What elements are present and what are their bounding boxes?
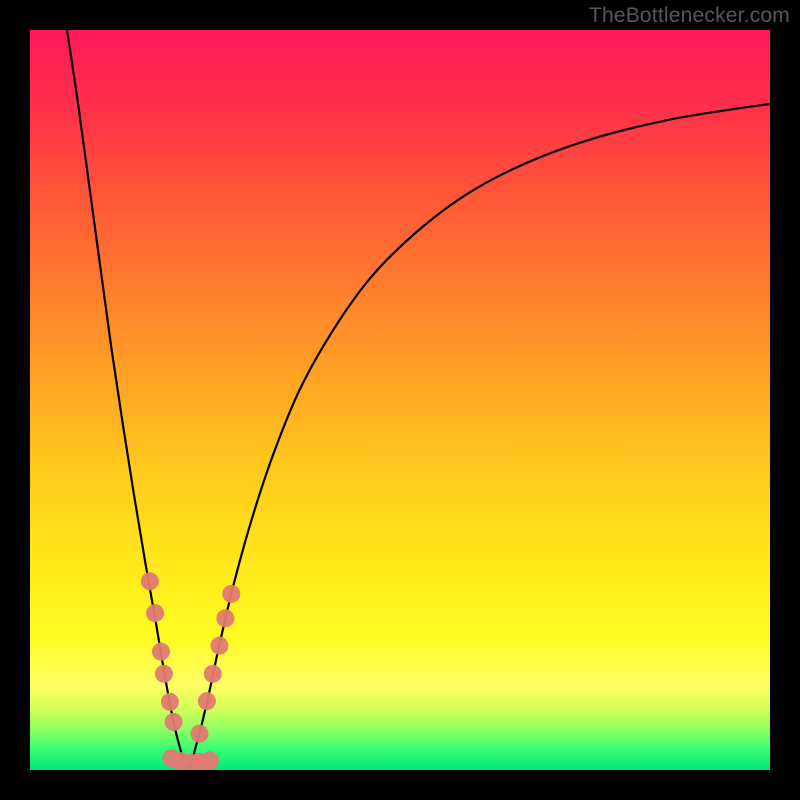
data-marker [161,693,179,711]
data-marker [222,585,240,603]
bottleneck-curve-chart [0,0,800,800]
data-marker [141,572,159,590]
data-marker [165,713,183,731]
data-marker [190,725,208,743]
data-marker [216,609,234,627]
data-marker [201,751,219,769]
data-marker [198,692,216,710]
chart-frame: TheBottlenecker.com [0,0,800,800]
data-marker [155,665,173,683]
data-marker [210,637,228,655]
data-marker [146,604,164,622]
data-marker [204,665,222,683]
plot-background-gradient [30,30,770,770]
attribution-text: TheBottlenecker.com [589,4,790,28]
data-marker [152,643,170,661]
